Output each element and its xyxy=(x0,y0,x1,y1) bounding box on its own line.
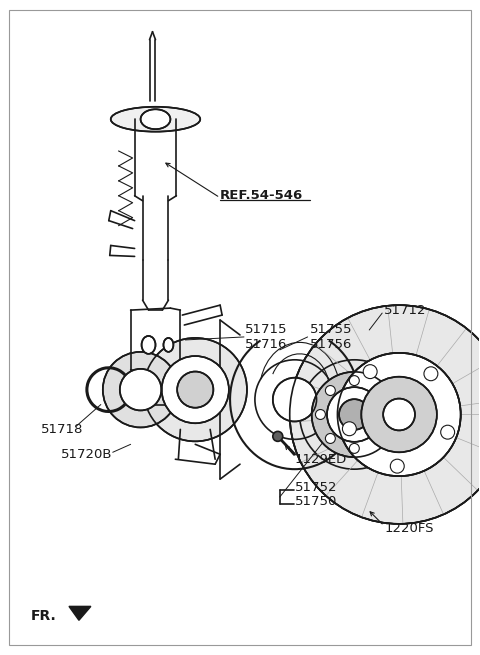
Circle shape xyxy=(144,338,247,441)
Text: 51716: 51716 xyxy=(245,339,288,351)
Text: 51712: 51712 xyxy=(384,304,427,316)
Circle shape xyxy=(363,365,377,379)
Circle shape xyxy=(315,409,325,419)
Text: REF.54-546: REF.54-546 xyxy=(220,189,303,202)
Text: 1220FS: 1220FS xyxy=(384,522,433,535)
Circle shape xyxy=(361,377,437,452)
Circle shape xyxy=(327,387,382,442)
Circle shape xyxy=(312,372,397,457)
Circle shape xyxy=(300,360,409,469)
Circle shape xyxy=(441,425,455,439)
Circle shape xyxy=(177,371,213,407)
Text: 51755: 51755 xyxy=(310,324,352,337)
Circle shape xyxy=(103,352,179,428)
Text: 51752: 51752 xyxy=(295,481,337,494)
Circle shape xyxy=(337,353,461,476)
Circle shape xyxy=(290,305,480,524)
Circle shape xyxy=(390,459,404,473)
Ellipse shape xyxy=(141,109,170,129)
Ellipse shape xyxy=(164,338,173,352)
Circle shape xyxy=(273,432,283,441)
Circle shape xyxy=(120,369,161,411)
Circle shape xyxy=(383,399,415,430)
Text: 1129ED: 1129ED xyxy=(295,453,347,466)
Circle shape xyxy=(373,434,383,443)
Ellipse shape xyxy=(111,107,200,132)
Circle shape xyxy=(383,409,393,419)
Circle shape xyxy=(342,422,356,436)
Polygon shape xyxy=(69,607,91,620)
Text: FR.: FR. xyxy=(31,609,57,624)
Circle shape xyxy=(162,356,229,423)
Text: 51750: 51750 xyxy=(295,495,337,508)
Circle shape xyxy=(325,386,336,396)
Circle shape xyxy=(339,399,370,430)
Text: 51720B: 51720B xyxy=(61,448,112,460)
Circle shape xyxy=(349,375,360,386)
Circle shape xyxy=(349,443,360,453)
Circle shape xyxy=(424,367,438,381)
Text: 51756: 51756 xyxy=(310,339,352,351)
Ellipse shape xyxy=(142,336,156,354)
Circle shape xyxy=(273,378,316,421)
Text: 51715: 51715 xyxy=(245,324,288,337)
Text: 51718: 51718 xyxy=(41,423,84,436)
Circle shape xyxy=(325,434,336,443)
Circle shape xyxy=(373,386,383,396)
